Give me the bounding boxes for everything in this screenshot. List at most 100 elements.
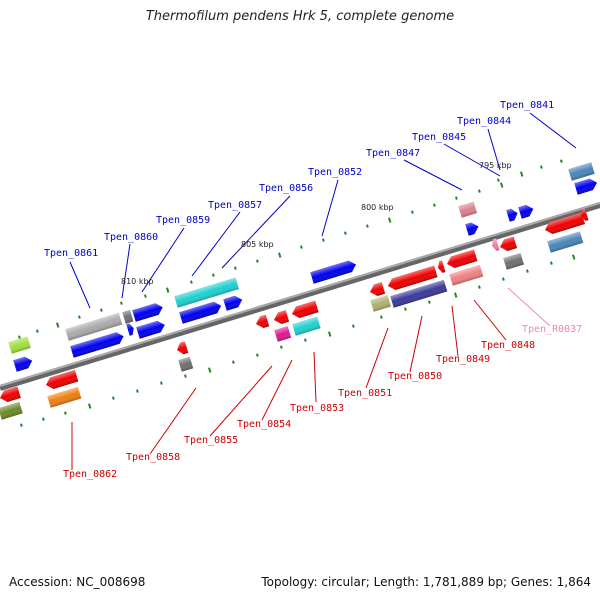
scale-tick	[159, 381, 163, 385]
gene-label-tpen-0849[interactable]: Tpen_0849	[436, 354, 490, 365]
gene-block-0852[interactable]	[310, 259, 357, 284]
gene-block-0844[interactable]	[518, 203, 535, 219]
gene-block-0854[interactable]	[274, 326, 292, 342]
scale-tick	[212, 273, 215, 277]
gene-block-0858[interactable]	[175, 341, 189, 355]
gene-block-0848[interactable]	[445, 249, 478, 269]
gene-label-tpen-0854[interactable]: Tpen_0854	[237, 419, 291, 430]
gene-label-tpen-r0037[interactable]: Tpen_R0037	[522, 324, 582, 335]
scale-label-800: 800 kbp	[361, 203, 394, 212]
gene-label-tpen-0862[interactable]: Tpen_0862	[63, 469, 117, 480]
genome-stats-text: Topology: circular; Length: 1,781,889 bp…	[261, 575, 591, 589]
label-leader-lines	[69, 112, 577, 470]
gene-block-0850[interactable]	[390, 279, 448, 308]
scale-tick	[208, 367, 212, 373]
scale-tick	[322, 238, 325, 242]
scale-tick	[404, 307, 407, 311]
scale-tick	[432, 203, 436, 207]
gene-block-0862a[interactable]	[44, 369, 79, 391]
gene-block-0859b[interactable]	[136, 319, 166, 339]
gene-block-left-2[interactable]	[13, 355, 34, 372]
gene-block-0841[interactable]	[568, 162, 595, 181]
gene-block-0847a[interactable]	[458, 201, 478, 218]
gene-block-0849[interactable]	[449, 264, 484, 286]
gene-block-0845[interactable]	[506, 207, 519, 222]
leader-line	[69, 261, 91, 309]
gene-label-tpen-0845[interactable]: Tpen_0845	[412, 132, 466, 143]
scale-tick	[525, 269, 529, 273]
gene-block-rev-1[interactable]	[543, 212, 586, 236]
gene-label-tpen-0850[interactable]: Tpen_0850	[388, 371, 442, 382]
gene-label-tpen-0851[interactable]: Tpen_0851	[338, 388, 392, 399]
gene-label-tpen-0856[interactable]: Tpen_0856	[259, 183, 313, 194]
leader-line	[529, 112, 577, 149]
gene-block-0860b[interactable]	[122, 309, 134, 324]
gene-label-tpen-0860[interactable]: Tpen_0860	[104, 232, 158, 243]
scale-tick	[256, 353, 259, 357]
gene-block-small-4[interactable]	[490, 238, 500, 252]
gene-label-tpen-0847[interactable]: Tpen_0847	[366, 148, 420, 159]
gene-label-tpen-0859[interactable]: Tpen_0859	[156, 215, 210, 226]
gene-block-left-3[interactable]	[0, 386, 21, 403]
gene-label-tpen-0858[interactable]: Tpen_0858	[126, 452, 180, 463]
gene-block-0857b[interactable]	[223, 294, 244, 311]
scale-tick	[304, 338, 307, 342]
gene-block-0851a[interactable]	[368, 282, 386, 298]
gene-label-tpen-0853[interactable]: Tpen_0853	[290, 403, 344, 414]
scale-tick	[478, 189, 481, 193]
leader-line	[209, 365, 273, 437]
gene-block-0856[interactable]	[174, 277, 239, 308]
gene-block-0853a[interactable]	[290, 300, 319, 320]
gene-block-small-3[interactable]	[436, 260, 446, 274]
scale-tick	[388, 217, 392, 223]
scale-tick	[136, 389, 139, 393]
gene-label-tpen-0857[interactable]: Tpen_0857	[208, 200, 262, 211]
gene-block-small-2[interactable]	[579, 208, 589, 222]
scale-tick	[497, 178, 500, 182]
gene-label-tpen-0848[interactable]: Tpen_0848	[481, 340, 535, 351]
gene-block-0860[interactable]	[65, 312, 123, 341]
gene-label-tpen-0844[interactable]: Tpen_0844	[457, 116, 511, 127]
scale-tick	[560, 159, 563, 163]
leader-line	[451, 305, 459, 357]
scale-tick	[572, 254, 576, 260]
scale-tick	[478, 285, 481, 289]
gene-block-rev-2[interactable]	[547, 231, 584, 253]
gene-block-small-1[interactable]	[126, 323, 135, 336]
scale-tick	[352, 324, 355, 328]
scale-tick	[380, 315, 383, 319]
gene-block-0851[interactable]	[370, 294, 391, 312]
gene-label-tpen-0852[interactable]: Tpen_0852	[308, 167, 362, 178]
gene-block-0861[interactable]	[70, 330, 125, 358]
scale-tick	[280, 345, 283, 349]
scale-tick	[119, 301, 123, 305]
gene-block-0859[interactable]	[132, 301, 164, 322]
scale-tick	[300, 245, 303, 249]
gene-features	[0, 162, 599, 420]
leader-line	[149, 387, 197, 455]
leader-line	[313, 351, 317, 403]
scale-tick	[63, 411, 67, 415]
gene-block-left-1[interactable]	[8, 336, 31, 354]
scale-tick	[56, 322, 60, 328]
gene-block-rev-4[interactable]	[503, 252, 524, 270]
gene-label-tpen-0841[interactable]: Tpen_0841	[500, 100, 554, 111]
gene-block-left-4[interactable]	[0, 401, 23, 420]
gene-label-tpen-0861[interactable]: Tpen_0861	[44, 248, 98, 259]
gene-block-0842[interactable]	[574, 177, 599, 195]
leader-line	[487, 128, 501, 171]
scale-tick	[411, 210, 414, 214]
gene-block-0855[interactable]	[254, 314, 270, 330]
gene-block-0853[interactable]	[292, 316, 321, 336]
gene-label-tpen-0855[interactable]: Tpen_0855	[184, 435, 238, 446]
gene-block-0846[interactable]	[465, 221, 480, 236]
gene-block-0854a[interactable]	[272, 310, 290, 326]
gene-block-0862[interactable]	[47, 386, 82, 408]
gene-block-0857[interactable]	[179, 300, 223, 324]
genome-backbone	[0, 202, 600, 391]
gene-block-0850a[interactable]	[386, 265, 438, 292]
gene-block-rev-3[interactable]	[498, 236, 518, 253]
scale-label-810: 810 kbp	[121, 277, 154, 286]
scale-tick	[166, 287, 170, 293]
gene-block-0858b[interactable]	[178, 356, 194, 372]
